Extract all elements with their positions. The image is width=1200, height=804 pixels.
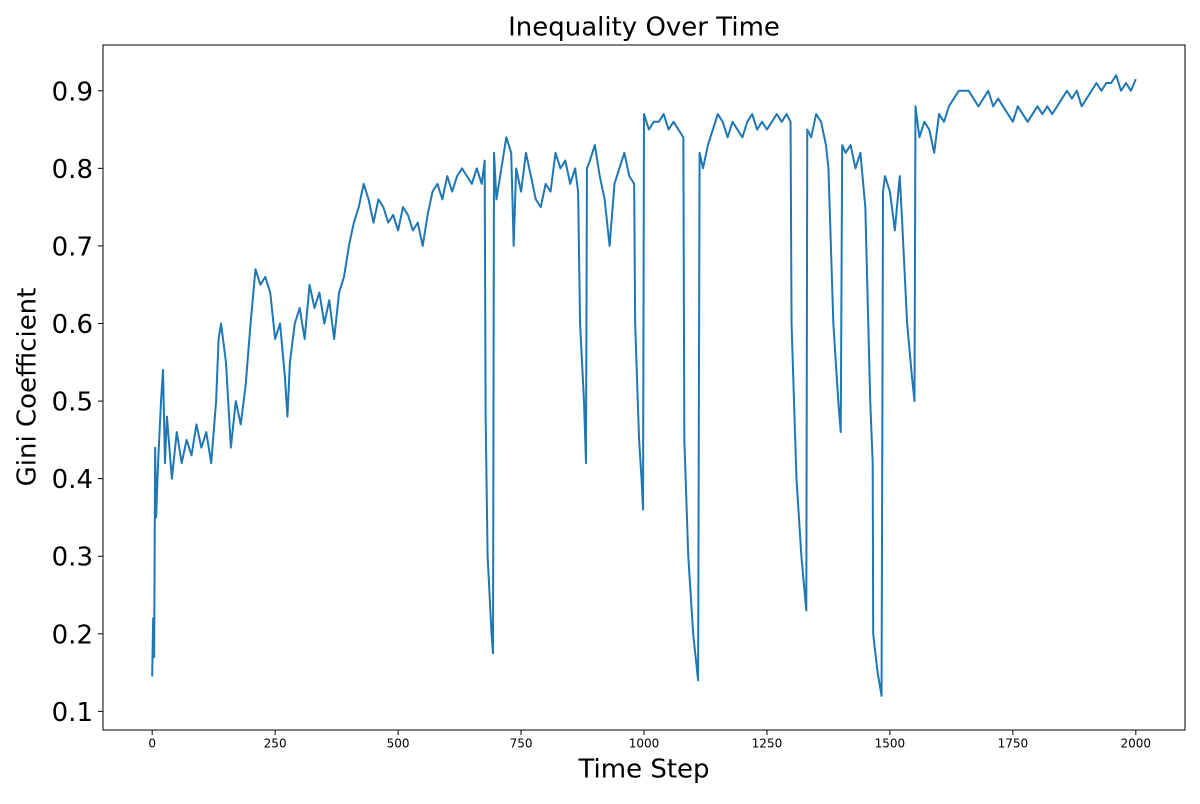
y-tick-label: 0.2 bbox=[52, 620, 93, 650]
y-tick-label: 0.9 bbox=[52, 77, 93, 107]
y-tick-label: 0.6 bbox=[52, 310, 93, 340]
x-tick-label: 1500 bbox=[875, 737, 906, 751]
x-tick-label: 1750 bbox=[998, 737, 1029, 751]
x-tick-label: 250 bbox=[264, 737, 287, 751]
x-tick-label: 1000 bbox=[629, 737, 660, 751]
y-tick-label: 0.8 bbox=[52, 155, 93, 185]
y-tick-label: 0.1 bbox=[52, 698, 93, 728]
data-line bbox=[151, 74, 1137, 697]
x-tick-label: 2000 bbox=[1121, 737, 1152, 751]
y-tick-label: 0.7 bbox=[52, 232, 93, 262]
y-axis-label: Gini Coefficient bbox=[13, 288, 43, 487]
x-tick-label: 1250 bbox=[752, 737, 783, 751]
x-tick-label: 0 bbox=[148, 737, 156, 751]
y-tick-label: 0.4 bbox=[52, 465, 93, 495]
chart-title: Inequality Over Time bbox=[508, 13, 780, 43]
y-tick-label: 0.3 bbox=[52, 543, 93, 573]
x-tick-label: 500 bbox=[387, 737, 410, 751]
x-axis-label: Time Step bbox=[577, 755, 709, 785]
x-tick-label: 750 bbox=[510, 737, 533, 751]
plot-frame bbox=[102, 44, 1186, 731]
y-tick-label: 0.5 bbox=[52, 388, 93, 418]
